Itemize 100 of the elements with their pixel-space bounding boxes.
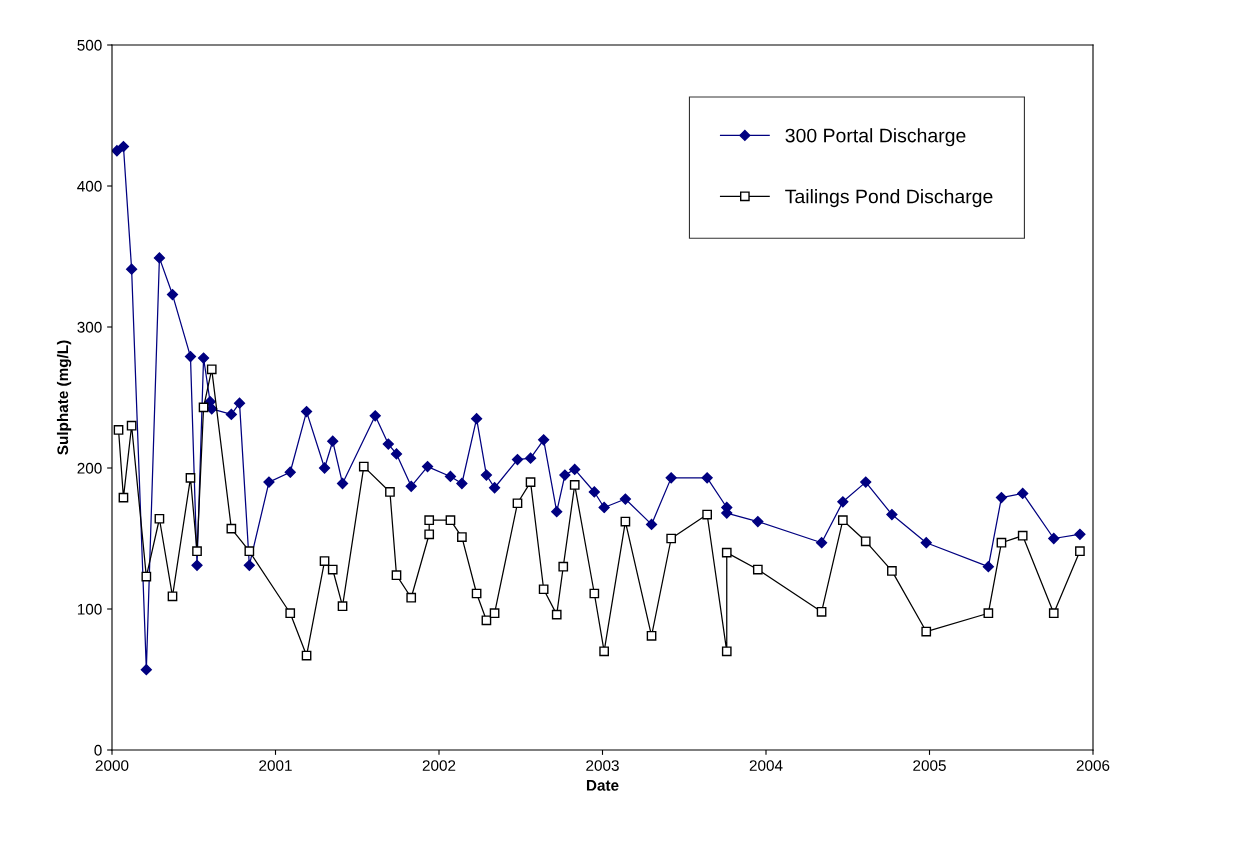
point	[369, 410, 381, 422]
point	[1048, 532, 1060, 545]
point	[702, 509, 713, 520]
point	[318, 462, 331, 474]
point	[619, 493, 631, 505]
point	[538, 584, 549, 595]
point	[701, 472, 713, 484]
point	[752, 564, 763, 575]
x-tick-label: 2004	[749, 760, 783, 771]
y-tick-label: 100	[77, 603, 102, 615]
point	[382, 438, 394, 450]
point	[538, 434, 550, 446]
y-tick-label: 500	[77, 39, 102, 51]
point	[226, 523, 237, 534]
y-tick-label: 400	[77, 180, 102, 192]
point	[263, 476, 275, 488]
point	[481, 615, 492, 626]
x-axis-title: Date	[586, 780, 619, 791]
point	[300, 405, 313, 418]
point	[1017, 487, 1029, 499]
point	[666, 533, 677, 544]
point	[456, 477, 468, 490]
point	[141, 571, 152, 582]
point	[1074, 528, 1086, 540]
point	[140, 664, 152, 676]
point	[154, 513, 165, 524]
point	[886, 508, 898, 521]
point	[569, 463, 581, 476]
point	[887, 566, 897, 576]
point	[197, 352, 210, 364]
point	[185, 473, 196, 483]
point	[405, 480, 417, 492]
point	[524, 452, 537, 464]
point	[166, 288, 179, 301]
point	[837, 496, 849, 508]
point	[752, 515, 764, 528]
point	[117, 140, 130, 153]
point	[1017, 530, 1028, 541]
point	[244, 546, 255, 557]
point	[424, 515, 435, 526]
point	[319, 556, 330, 566]
point	[1048, 608, 1059, 619]
point	[983, 608, 994, 619]
x-tick-label: 2002	[422, 760, 456, 771]
point	[243, 559, 255, 571]
point	[444, 470, 457, 483]
point	[445, 515, 456, 526]
point	[480, 469, 493, 481]
point	[112, 145, 123, 157]
y-tick-label: 0	[94, 744, 102, 756]
x-tick-label: 2006	[1076, 760, 1110, 771]
point	[424, 529, 435, 540]
point	[327, 564, 338, 575]
point	[721, 646, 732, 657]
point	[589, 588, 600, 599]
point	[126, 420, 137, 431]
point	[588, 486, 600, 498]
point	[569, 480, 580, 490]
y-tick-label: 300	[77, 321, 102, 333]
point	[153, 252, 166, 264]
point	[390, 448, 403, 460]
point	[721, 547, 732, 558]
point	[525, 477, 536, 487]
point	[337, 601, 348, 612]
point	[551, 609, 562, 620]
point	[815, 537, 828, 549]
point	[995, 492, 1008, 504]
legend-label: Tailings Pond Discharge	[785, 189, 993, 208]
x-tick-label: 2003	[586, 760, 619, 771]
point	[284, 466, 296, 478]
point	[645, 518, 658, 531]
point	[421, 460, 434, 473]
point	[598, 501, 610, 514]
point	[665, 472, 677, 484]
point	[233, 397, 246, 409]
point	[512, 498, 523, 509]
x-tick-label: 2001	[259, 760, 292, 771]
point	[837, 515, 848, 526]
point	[336, 477, 349, 490]
point	[358, 461, 369, 472]
point	[225, 408, 237, 421]
y-axis-title: Sulphate (mg/L)	[56, 340, 72, 455]
point	[551, 506, 563, 518]
point	[982, 561, 994, 573]
point	[113, 425, 124, 435]
point	[285, 608, 296, 619]
point	[192, 546, 202, 557]
point	[457, 532, 467, 542]
point	[646, 630, 657, 641]
x-tick-label: 2000	[95, 760, 129, 771]
point	[191, 559, 203, 571]
point	[920, 537, 932, 549]
point	[860, 536, 871, 547]
y-tick-label: 200	[77, 462, 102, 474]
point	[816, 606, 827, 617]
point	[406, 592, 417, 603]
point	[126, 263, 138, 275]
point	[559, 469, 571, 481]
point	[206, 364, 217, 375]
x-tick-label: 2005	[913, 760, 946, 771]
